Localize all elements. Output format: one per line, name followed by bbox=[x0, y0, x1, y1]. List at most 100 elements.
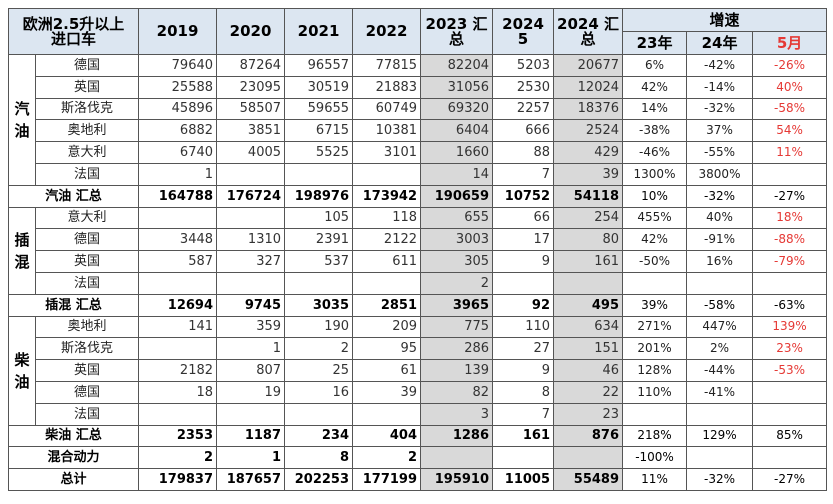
cell: 21883 bbox=[352, 75, 422, 99]
cell: 141 bbox=[138, 315, 218, 339]
country: 法国 bbox=[34, 402, 140, 426]
cell: 1286 bbox=[420, 424, 494, 448]
cell: 20677 bbox=[553, 54, 624, 77]
col-head: 2023 汇总 bbox=[420, 8, 494, 55]
cell: 1300% bbox=[622, 162, 688, 186]
cell bbox=[492, 446, 555, 470]
cell: 11005 bbox=[492, 468, 555, 491]
group-label: 汽油 bbox=[8, 54, 36, 186]
col-head: 2024 汇总 bbox=[553, 8, 624, 55]
subtotal-label: 柴油 汇总 bbox=[7, 424, 140, 448]
cell: 876 bbox=[553, 424, 624, 448]
cell: 537 bbox=[284, 250, 354, 273]
cell: 1 bbox=[138, 162, 218, 186]
cell: -100% bbox=[622, 446, 688, 470]
cell: 139% bbox=[752, 315, 828, 339]
cell: 82 bbox=[420, 380, 494, 404]
cell: 39 bbox=[352, 380, 422, 404]
cell: -32% bbox=[686, 97, 754, 121]
cell: 254 bbox=[553, 206, 624, 230]
cell: 37% bbox=[686, 119, 754, 143]
cell: 14% bbox=[622, 97, 688, 121]
cell: 22 bbox=[553, 380, 624, 404]
cell bbox=[622, 271, 688, 295]
row: 德国 18 19 16 39 82 8 22 110% -41% bbox=[9, 380, 828, 404]
country: 意大利 bbox=[34, 206, 140, 230]
cell: 2 bbox=[420, 271, 494, 295]
cell: 161 bbox=[492, 424, 555, 448]
cell: -50% bbox=[622, 250, 688, 273]
cell: -79% bbox=[752, 250, 828, 273]
cell: 179837 bbox=[138, 468, 218, 491]
cell: 16% bbox=[686, 250, 754, 273]
cell: 634 bbox=[553, 315, 624, 339]
cell: 23095 bbox=[216, 75, 286, 99]
cell: 327 bbox=[216, 250, 286, 273]
subtotal-label: 插混 汇总 bbox=[7, 293, 140, 317]
row: 汽油 德国 79640 87264 96557 77815 82204 5203 20677 6%… bbox=[8, 54, 828, 186]
cell: 110 bbox=[492, 315, 555, 339]
cell: 30519 bbox=[284, 75, 354, 99]
cell: 95 bbox=[352, 337, 422, 361]
year: 2020 bbox=[216, 8, 286, 55]
cell: -63% bbox=[752, 293, 828, 317]
cell: 12024 bbox=[553, 75, 624, 99]
year: 2022 bbox=[352, 8, 422, 55]
cell: 54% bbox=[752, 119, 828, 143]
cell: 666 bbox=[492, 119, 555, 143]
cell: -27% bbox=[752, 468, 828, 491]
cell: 2851 bbox=[352, 293, 422, 317]
cell: 25588 bbox=[138, 75, 218, 99]
cell bbox=[752, 162, 828, 186]
cell: 305 bbox=[420, 250, 494, 273]
cell: 404 bbox=[352, 424, 422, 448]
group-label: 插混 bbox=[8, 206, 36, 295]
country: 法国 bbox=[34, 162, 140, 186]
col-head-line: 2023 汇 bbox=[425, 14, 488, 33]
cell: -55% bbox=[686, 141, 754, 164]
col-head-line: 总 bbox=[580, 29, 596, 48]
growth-col: 24年 bbox=[686, 31, 754, 55]
cell: 25 bbox=[284, 359, 354, 382]
cell: 2182 bbox=[138, 359, 218, 382]
country: 德国 bbox=[34, 380, 140, 404]
cell: 87264 bbox=[216, 54, 286, 77]
cell bbox=[284, 162, 354, 186]
cell: 7 bbox=[492, 402, 555, 426]
cell: 5203 bbox=[492, 54, 555, 77]
cell: 1 bbox=[216, 446, 286, 470]
cell bbox=[284, 402, 354, 426]
cell: 40% bbox=[686, 206, 754, 230]
cell: 96557 bbox=[284, 54, 354, 77]
cell: 3101 bbox=[352, 141, 422, 164]
cell: 151 bbox=[553, 337, 624, 361]
row: 混合动力 2 1 8 2 -100% bbox=[7, 446, 828, 470]
cell: 5525 bbox=[284, 141, 354, 164]
cell: 2530 bbox=[492, 75, 555, 99]
cell: 190659 bbox=[420, 184, 494, 208]
cell: 79640 bbox=[138, 54, 218, 77]
cell: 177199 bbox=[352, 468, 422, 491]
cell bbox=[216, 206, 286, 230]
cell: 42% bbox=[622, 228, 688, 252]
cell: 16 bbox=[284, 380, 354, 404]
country: 英国 bbox=[34, 75, 140, 99]
row: 法国 3 7 23 bbox=[9, 402, 828, 426]
cell: 18376 bbox=[553, 97, 624, 121]
country: 斯洛伐克 bbox=[34, 337, 140, 361]
row: 英国 2182 807 25 61 139 9 46 128% -44% -53% bbox=[9, 359, 828, 382]
cell: 11% bbox=[752, 141, 828, 164]
cell: 3965 bbox=[420, 293, 494, 317]
cell bbox=[752, 380, 828, 404]
cell bbox=[686, 446, 754, 470]
cell bbox=[752, 402, 828, 426]
cell: 8 bbox=[492, 380, 555, 404]
cell: 2 bbox=[138, 446, 218, 470]
cell: 23% bbox=[752, 337, 828, 361]
cell: 3851 bbox=[216, 119, 286, 143]
cell: 8 bbox=[284, 446, 354, 470]
cell: 2257 bbox=[492, 97, 555, 121]
col-head: 2024 5 bbox=[492, 8, 555, 55]
row: 柴油 汇总 2353 1187 234 404 1286 161 876 218% 129% 85% bbox=[7, 424, 828, 448]
